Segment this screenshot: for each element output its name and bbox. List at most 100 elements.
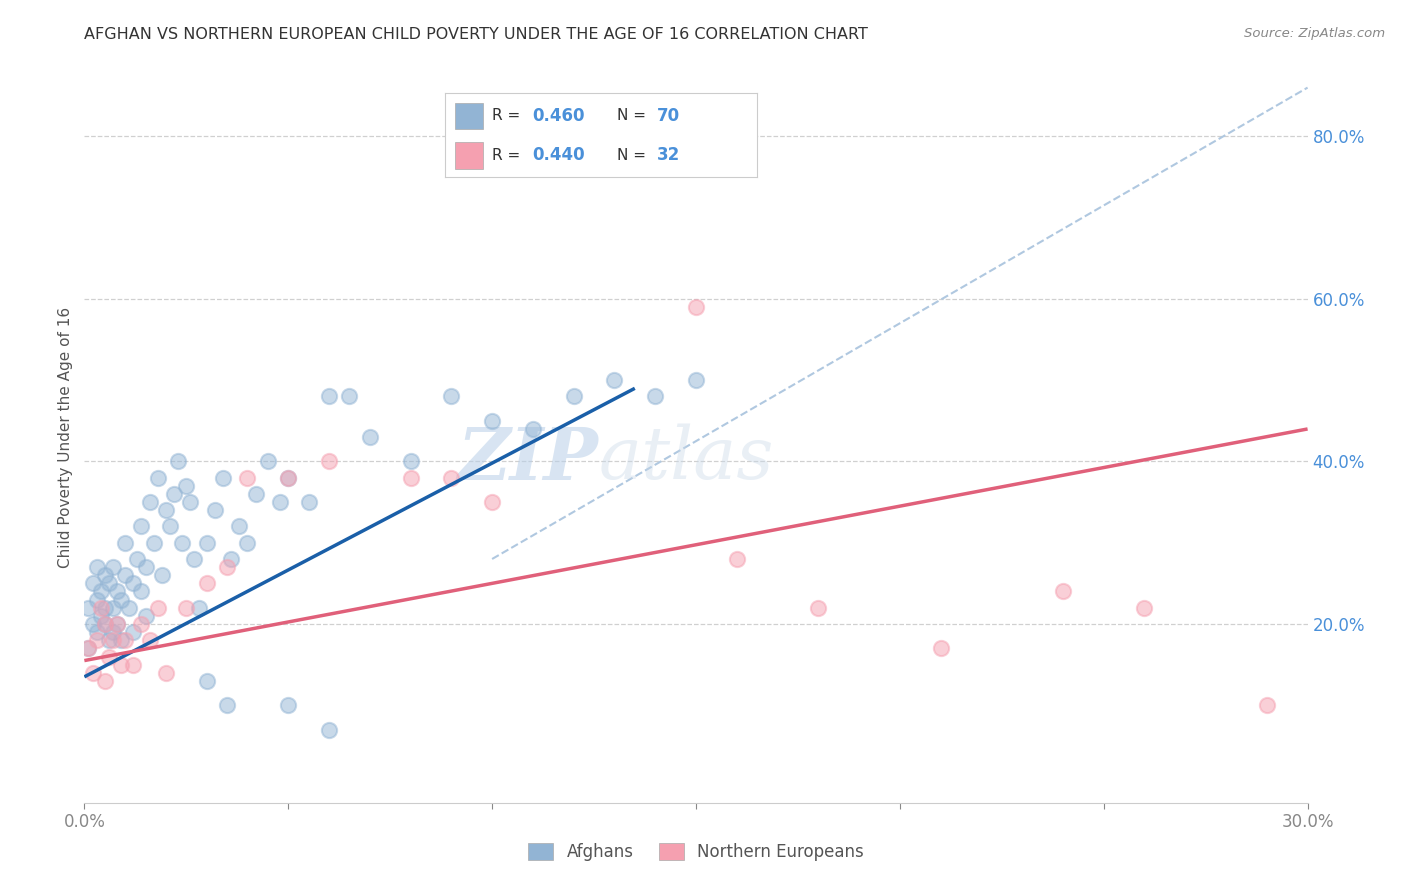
- Point: [146, 471, 169, 485]
- Point: [172, 535, 194, 549]
- Text: AFGHAN VS NORTHERN EUROPEAN CHILD POVERTY UNDER THE AGE OF 16 CORRELATION CHART: AFGHAN VS NORTHERN EUROPEAN CHILD POVERT…: [84, 27, 869, 42]
- Point: [163, 487, 186, 501]
- Point: [110, 592, 132, 607]
- Point: [257, 454, 280, 468]
- Point: [481, 495, 503, 509]
- Point: [195, 673, 218, 688]
- Point: [93, 617, 115, 632]
- Point: [105, 584, 128, 599]
- Point: [167, 454, 190, 468]
- Point: [82, 665, 104, 680]
- Point: [90, 608, 112, 623]
- Point: [86, 625, 108, 640]
- Point: [217, 698, 239, 713]
- Point: [93, 568, 115, 582]
- Point: [481, 414, 503, 428]
- Point: [90, 600, 112, 615]
- Point: [114, 535, 136, 549]
- Point: [204, 503, 226, 517]
- Point: [110, 633, 132, 648]
- Point: [298, 495, 321, 509]
- Point: [155, 503, 177, 517]
- Point: [90, 584, 112, 599]
- Point: [1256, 698, 1278, 713]
- Point: [97, 633, 120, 648]
- Text: ZIP: ZIP: [457, 424, 598, 494]
- Text: Source: ZipAtlas.com: Source: ZipAtlas.com: [1244, 27, 1385, 40]
- Text: atlas: atlas: [598, 424, 773, 494]
- Y-axis label: Child Poverty Under the Age of 16: Child Poverty Under the Age of 16: [58, 307, 73, 567]
- Point: [135, 560, 157, 574]
- Point: [155, 665, 177, 680]
- Point: [114, 633, 136, 648]
- Point: [138, 495, 160, 509]
- Point: [93, 617, 115, 632]
- Point: [82, 576, 104, 591]
- Point: [174, 479, 197, 493]
- Point: [93, 600, 115, 615]
- Point: [269, 495, 291, 509]
- Point: [97, 649, 120, 664]
- Point: [929, 641, 952, 656]
- Point: [277, 471, 299, 485]
- Point: [1052, 584, 1074, 599]
- Point: [86, 633, 108, 648]
- Point: [644, 389, 666, 403]
- Point: [522, 422, 544, 436]
- Point: [101, 560, 124, 574]
- Point: [114, 568, 136, 582]
- Point: [339, 389, 361, 403]
- Point: [399, 471, 422, 485]
- Point: [131, 617, 153, 632]
- Point: [82, 617, 104, 632]
- Point: [77, 641, 100, 656]
- Point: [101, 600, 124, 615]
- Point: [807, 600, 830, 615]
- Point: [110, 657, 132, 672]
- Point: [118, 600, 141, 615]
- Point: [685, 300, 707, 314]
- Point: [86, 592, 108, 607]
- Point: [183, 552, 205, 566]
- Point: [212, 471, 235, 485]
- Point: [179, 495, 201, 509]
- Point: [131, 519, 153, 533]
- Legend: Afghans, Northern Europeans: Afghans, Northern Europeans: [522, 836, 870, 868]
- Point: [440, 471, 463, 485]
- Point: [142, 535, 165, 549]
- Point: [101, 625, 124, 640]
- Point: [135, 608, 157, 623]
- Point: [101, 633, 124, 648]
- Point: [245, 487, 267, 501]
- Point: [217, 560, 239, 574]
- Point: [318, 723, 340, 737]
- Point: [562, 389, 585, 403]
- Point: [399, 454, 422, 468]
- Point: [318, 389, 340, 403]
- Point: [77, 641, 100, 656]
- Point: [105, 617, 128, 632]
- Point: [77, 600, 100, 615]
- Point: [318, 454, 340, 468]
- Point: [174, 600, 197, 615]
- Point: [105, 617, 128, 632]
- Point: [150, 568, 173, 582]
- Point: [195, 576, 218, 591]
- Point: [685, 373, 707, 387]
- Point: [187, 600, 209, 615]
- Point: [122, 625, 145, 640]
- Point: [440, 389, 463, 403]
- Point: [236, 535, 259, 549]
- Point: [131, 584, 153, 599]
- Point: [93, 673, 115, 688]
- Point: [219, 552, 242, 566]
- Point: [86, 560, 108, 574]
- Point: [277, 698, 299, 713]
- Point: [122, 657, 145, 672]
- Point: [603, 373, 626, 387]
- Point: [146, 600, 169, 615]
- Point: [159, 519, 181, 533]
- Point: [122, 576, 145, 591]
- Point: [127, 552, 149, 566]
- Point: [277, 471, 299, 485]
